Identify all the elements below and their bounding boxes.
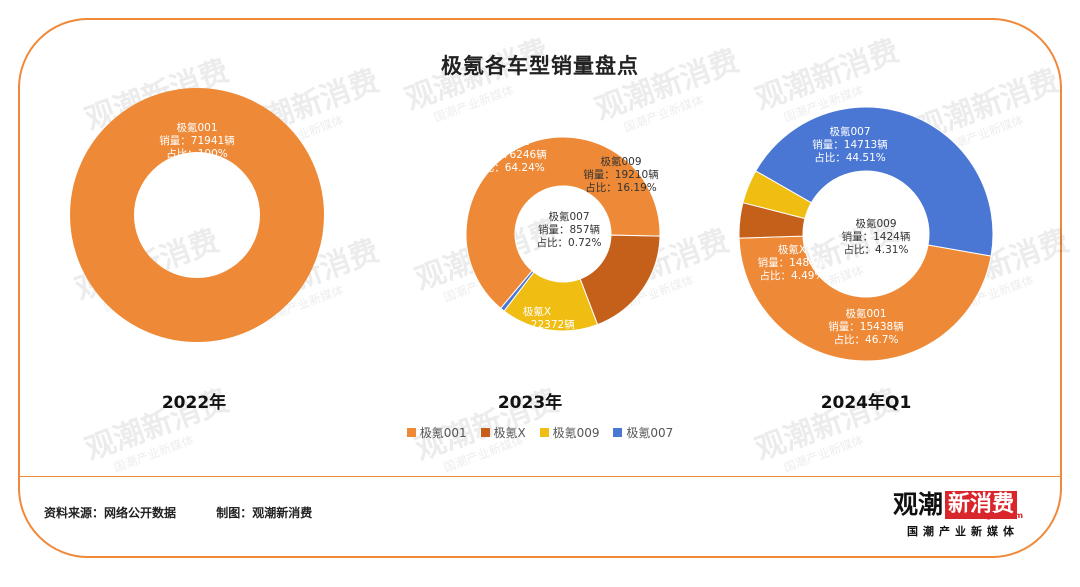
slice-label-007: 极氪007 销量：14713辆占比：44.51%	[812, 125, 887, 164]
slice-label-x: 极氪X 销量：1484辆占比：4.49%	[758, 243, 827, 282]
legend-swatch	[613, 428, 623, 437]
legend-label: 极氪X	[493, 426, 526, 440]
slice-label-001: 极氪001 销量：71941辆占比：100%	[159, 121, 234, 160]
source-note: 资料来源：网络公开数据	[44, 506, 177, 520]
donut-slice-007	[755, 106, 994, 257]
footer-divider	[20, 476, 1060, 477]
legend-label: 极氪009	[552, 426, 600, 440]
legend-swatch	[480, 428, 490, 437]
donut-slice-001	[465, 136, 661, 310]
legend-swatch	[406, 428, 416, 437]
logo-site: tidesight.com	[961, 511, 1024, 520]
chart-title: 极氪各车型销量盘点	[441, 54, 639, 78]
donut-slice-007	[499, 270, 535, 312]
legend: 极氪001 极氪X 极氪009 极氪007	[0, 424, 1080, 441]
chart-year-2022: 2022年	[161, 393, 227, 413]
legend-swatch	[539, 428, 549, 437]
logo-subtitle: 国潮产业新媒体	[907, 525, 1019, 538]
brand-logo: 观潮 新消费 tidesight.com 国潮产业新媒体	[893, 491, 1043, 541]
donut-slice-001	[70, 88, 324, 342]
donut-slice-001	[738, 235, 992, 362]
footer: 资料来源：网络公开数据 制图：观潮新消费	[44, 504, 348, 521]
chart-year-2024q1: 2024年Q1	[820, 393, 912, 413]
producer-note: 制图：观潮新消费	[216, 506, 313, 520]
legend-item-001: 极氪001	[406, 424, 467, 441]
legend-item-x: 极氪X	[480, 424, 526, 441]
slice-label-009: 极氪009 销量：1424辆占比：4.31%	[842, 217, 911, 256]
legend-item-009: 极氪009	[539, 424, 600, 441]
legend-label: 极氪007	[626, 426, 674, 440]
slice-label-001: 极氪001 销量：76246辆占比：64.24%	[471, 135, 546, 174]
slice-label-001: 极氪001 销量：15438辆占比：46.7%	[828, 307, 903, 346]
slice-label-007: 极氪007 销量：857辆占比：0.72%	[537, 210, 602, 249]
logo-text-a: 观潮	[893, 490, 944, 519]
legend-item-007: 极氪007	[613, 424, 673, 441]
slice-label-009: 极氪009 销量：19210辆占比：16.19%	[583, 155, 658, 194]
chart-year-2023: 2023年	[497, 393, 563, 413]
logo-text-b: 新消费	[945, 491, 1018, 519]
slice-label-x: 极氪X 销量：22372辆占比：18.85%	[499, 305, 574, 344]
legend-label: 极氪001	[419, 426, 467, 440]
